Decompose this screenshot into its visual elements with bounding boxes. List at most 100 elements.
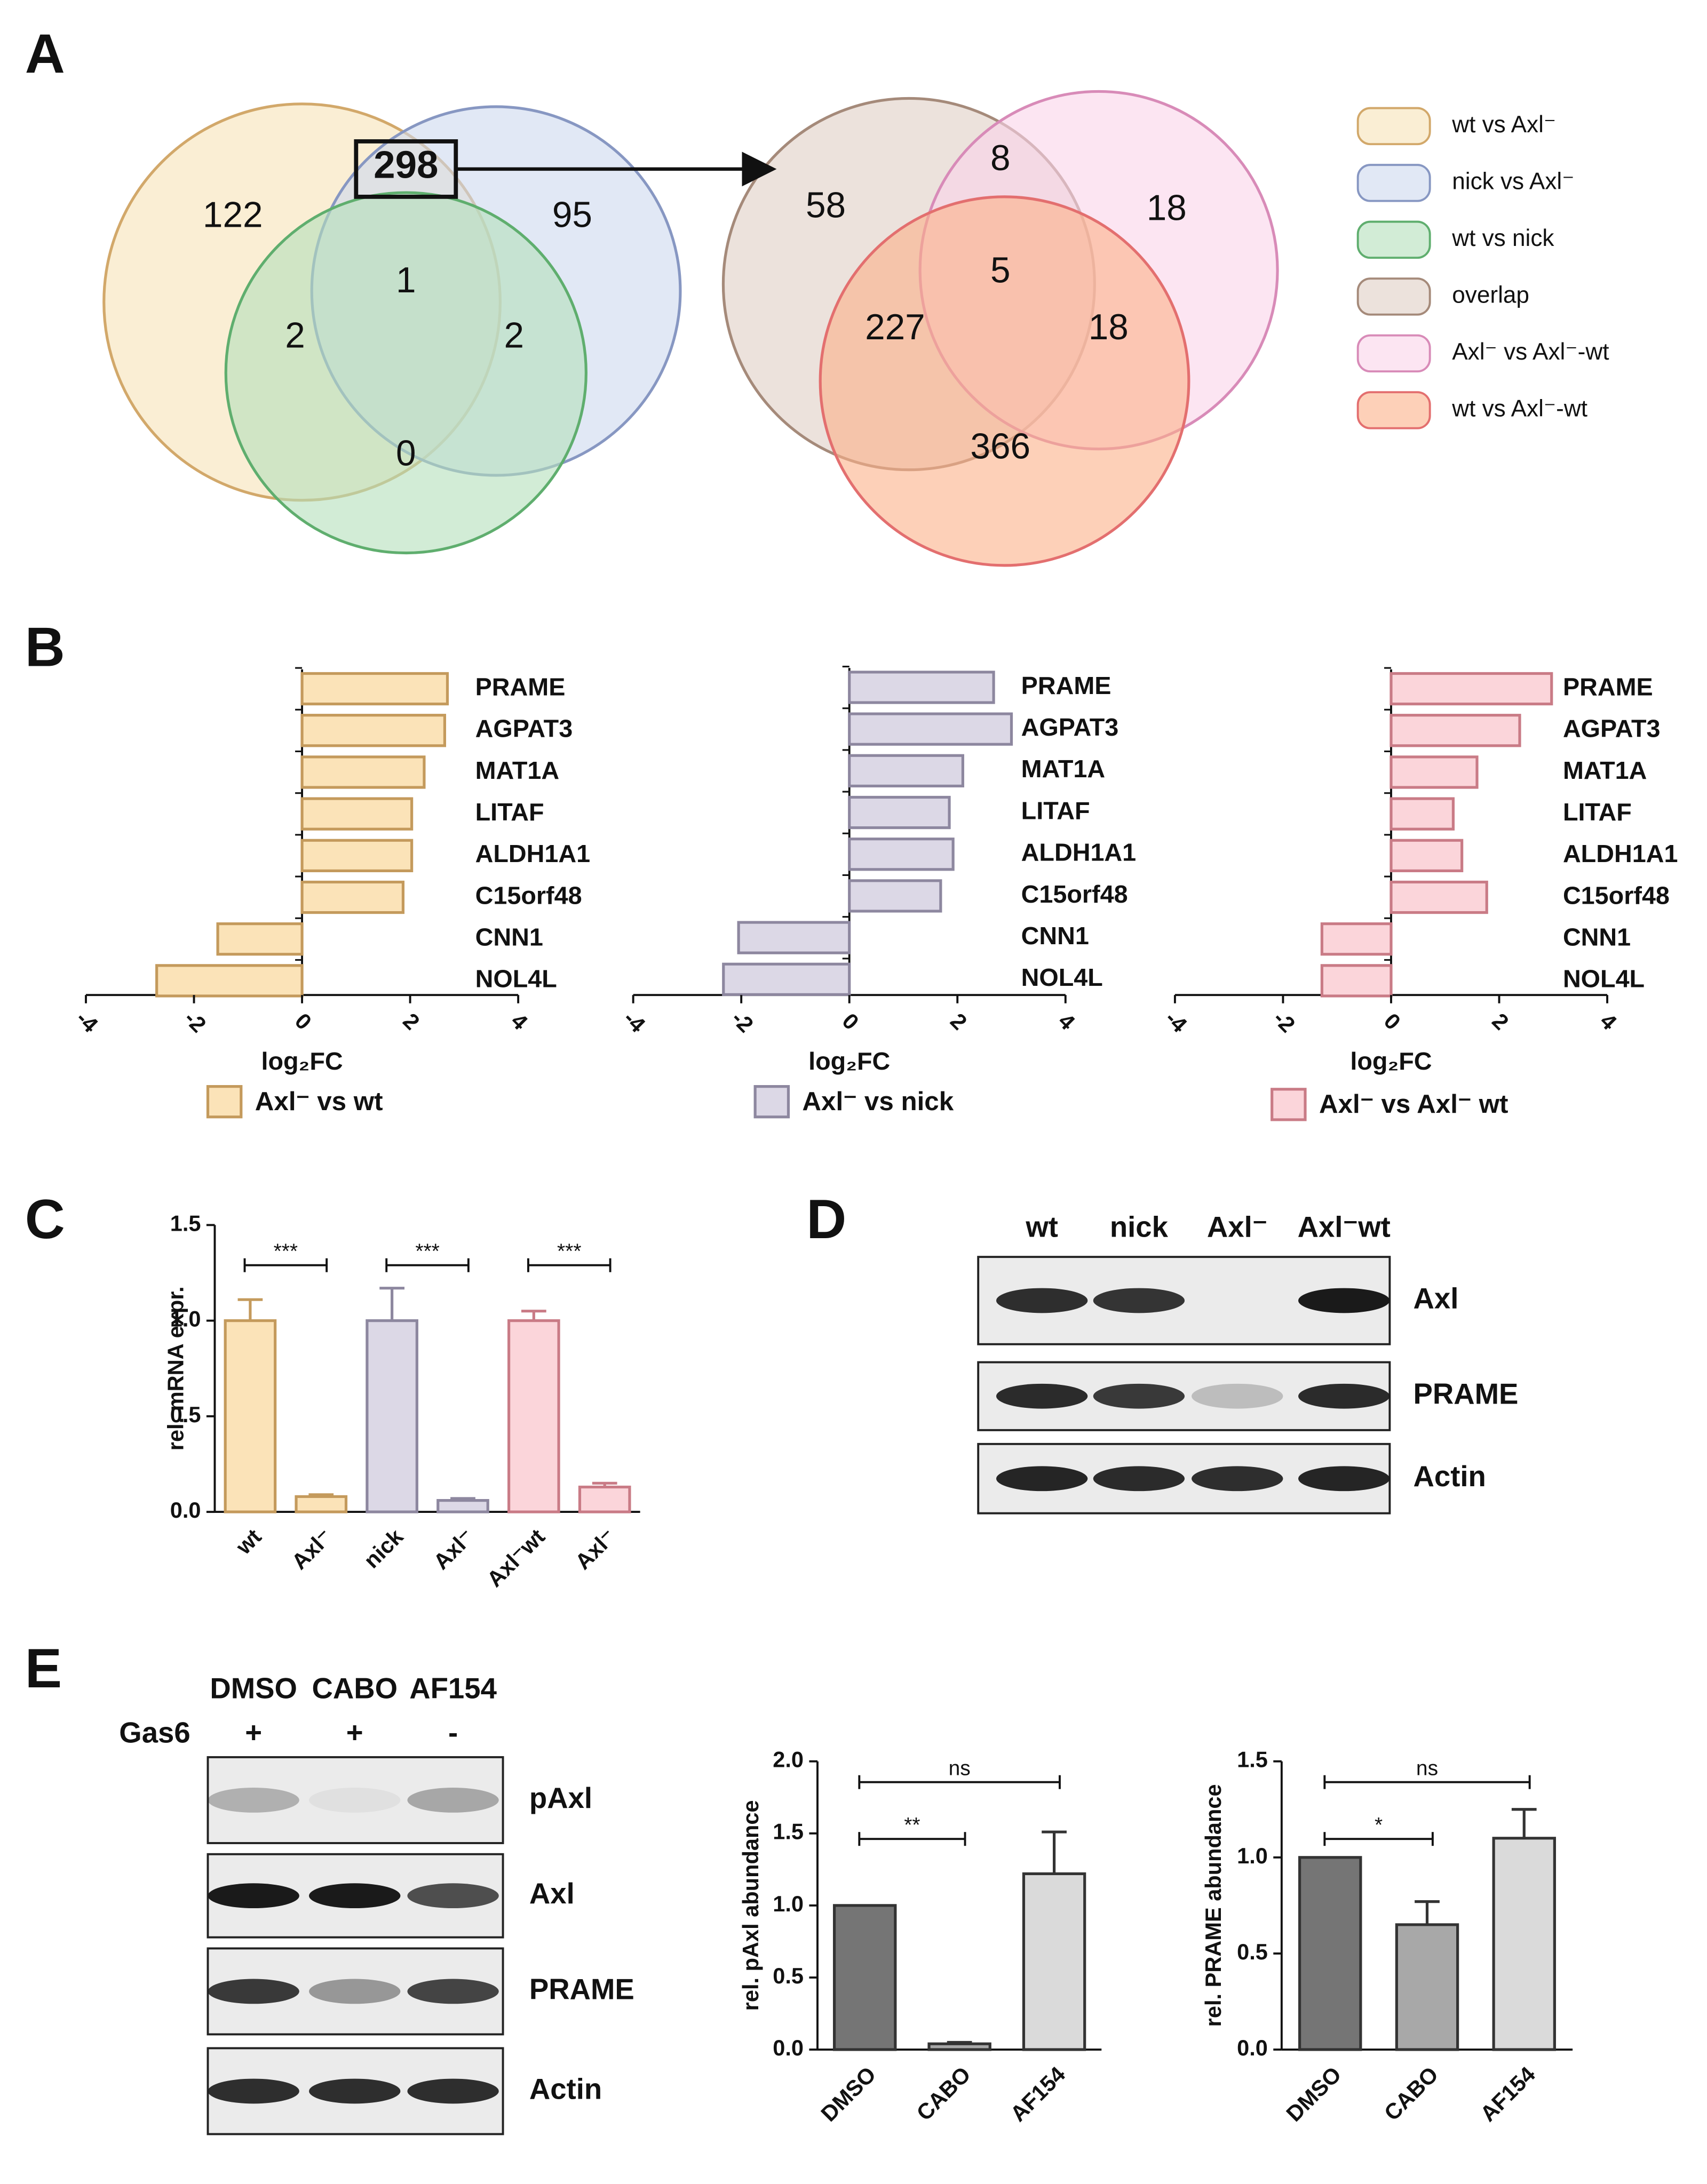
blot-row-label: Actin (1414, 1460, 1486, 1493)
bar (848, 754, 964, 788)
venn-count: 95 (552, 195, 592, 235)
venn-count: 366 (970, 426, 1030, 466)
legend-label: wt vs Axl⁻ (1451, 111, 1556, 138)
y-tick-label: 1.0 (773, 1891, 804, 1916)
blot-band (1093, 1288, 1185, 1313)
blot-lane-label: nick (1110, 1211, 1169, 1244)
significance-label: *** (274, 1240, 298, 1263)
blot-lane-label: AF154 (409, 1672, 497, 1705)
bar (578, 1485, 631, 1513)
bar (1390, 797, 1455, 831)
blot-band (208, 2078, 299, 2104)
venn-count: 227 (865, 307, 925, 347)
blot-band (309, 1788, 401, 1813)
blot-band (407, 2078, 499, 2104)
legend-swatch (753, 1085, 790, 1119)
venn-count: 298 (374, 144, 438, 187)
category-label: AGPAT3 (1021, 713, 1119, 741)
panel-label: E (25, 1638, 62, 1700)
bar (1390, 839, 1464, 873)
blot-band (1093, 1383, 1185, 1409)
y-tick-label: 1.0 (170, 1306, 201, 1332)
category-label: CNN1 (1021, 922, 1089, 950)
category-label: MAT1A (1563, 756, 1647, 784)
bar (436, 1499, 489, 1513)
blot-row-label: PRAME (529, 1973, 634, 2005)
blot-band (1192, 1466, 1283, 1492)
blot-band (1093, 1466, 1185, 1492)
bar (1390, 880, 1488, 914)
category-label: CNN1 (475, 923, 543, 951)
bar (1320, 922, 1393, 956)
bar (1390, 714, 1521, 747)
legend-swatch (1356, 334, 1431, 373)
x-axis-label: log₂FC (808, 1047, 890, 1075)
venn-count: 18 (1147, 188, 1187, 228)
category-label: NOL4L (1021, 963, 1103, 991)
category-label: MAT1A (475, 756, 559, 784)
bar (1390, 755, 1479, 789)
legend-label: Axl⁻ vs Axl⁻-wt (1452, 339, 1609, 365)
bar (848, 712, 1013, 746)
blot-band (309, 1883, 401, 1909)
venn-count: 1 (396, 260, 416, 300)
legend-label: Axl⁻ vs nick (802, 1087, 954, 1116)
venn-circle (819, 195, 1190, 567)
blot-band (208, 1979, 299, 2004)
venn-circle (224, 191, 587, 555)
blot-band (996, 1466, 1088, 1492)
venn-count: 122 (203, 195, 263, 235)
blot-row-label: Axl (1414, 1282, 1459, 1314)
category-label: CNN1 (1563, 923, 1631, 951)
blot-band (1298, 1288, 1390, 1313)
legend-swatch (1356, 220, 1431, 259)
bar (300, 797, 414, 831)
venn-count: 8 (990, 138, 1011, 178)
y-axis-label: rel. mRNA expr. (163, 1286, 188, 1450)
category-label: PRAME (1021, 672, 1111, 699)
legend-swatch (1356, 107, 1431, 146)
blot-band (309, 2078, 401, 2104)
y-tick-label: 0.5 (1237, 1939, 1268, 1964)
category-label: C15orf48 (1563, 881, 1670, 909)
legend-label: Axl⁻ vs Axl⁻ wt (1319, 1089, 1508, 1119)
legend-label: nick vs Axl⁻ (1452, 169, 1574, 195)
bar (300, 880, 405, 914)
bar (1320, 964, 1393, 998)
venn-count: 58 (806, 185, 846, 225)
y-tick-label: 0.5 (773, 1963, 804, 1988)
bar (300, 714, 446, 747)
legend-swatch (1356, 164, 1431, 202)
significance-label: ns (949, 1757, 971, 1780)
treatment-sign: + (346, 1717, 363, 1749)
significance-label: *** (415, 1240, 439, 1263)
bar (216, 922, 304, 956)
bar (224, 1319, 277, 1513)
bar (300, 839, 414, 873)
category-label: ALDH1A1 (475, 840, 590, 867)
blot-row-label: Actin (529, 2073, 602, 2105)
y-tick-label: 0.0 (1237, 2035, 1268, 2060)
category-label: LITAF (1021, 796, 1090, 824)
category-label: AGPAT3 (475, 715, 573, 743)
significance-label: *** (557, 1240, 581, 1263)
venn-count: 18 (1089, 307, 1129, 347)
bar (927, 2042, 991, 2051)
y-tick-label: 1.5 (773, 1819, 804, 1844)
panel-label: C (25, 1189, 65, 1250)
blot-band (996, 1288, 1088, 1313)
blot-band (996, 1383, 1088, 1409)
treatment-sign: + (245, 1717, 262, 1749)
blot-lane-label: DMSO (210, 1672, 297, 1705)
bar (1492, 1837, 1556, 2051)
bar (1390, 672, 1553, 706)
legend-swatch (1356, 391, 1431, 429)
treatment-label: Gas6 (119, 1717, 190, 1749)
bar (1298, 1856, 1362, 2051)
bar (737, 921, 851, 954)
bar (155, 964, 304, 998)
blot-row-label: pAxl (529, 1782, 592, 1814)
panel-label: A (25, 23, 65, 85)
blot-band (407, 1788, 499, 1813)
